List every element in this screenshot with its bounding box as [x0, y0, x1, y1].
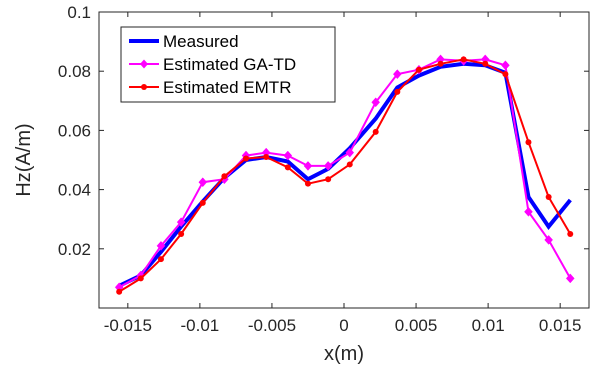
series-1-point: [544, 235, 553, 245]
legend-marker-1: [140, 59, 148, 69]
series-2-point: [243, 155, 249, 162]
series-2: [116, 56, 574, 295]
series-1-point: [345, 147, 355, 158]
series-line-1: [118, 58, 572, 289]
y-tick-label: 0.04: [58, 181, 91, 200]
legend: Measured Estimated GA-TD Estimated EMTR: [120, 26, 336, 103]
series-2-point: [325, 176, 332, 183]
series-1-point: [565, 273, 575, 284]
legend-label-0: Measured: [163, 32, 239, 51]
series-1-point: [283, 150, 293, 161]
series-1: [114, 54, 575, 293]
series-1-point: [198, 177, 208, 188]
series-2-point: [157, 256, 164, 263]
series-2-point: [372, 128, 379, 135]
series-2-point: [116, 288, 123, 295]
series-2-point: [482, 60, 489, 67]
series-2-point: [545, 194, 552, 200]
x-tick-label: -0.015: [104, 316, 152, 335]
series-2-point: [525, 139, 532, 146]
series-line-2: [118, 58, 572, 293]
series-1-point: [303, 161, 313, 171]
series-1-point: [501, 60, 510, 71]
y-axis-label: Hz(A/m): [13, 123, 35, 196]
series-2-point: [346, 161, 353, 168]
series-2-point: [415, 66, 422, 73]
x-tick-label: 0.005: [395, 316, 438, 335]
series-1-point: [392, 69, 402, 80]
series-2-point: [460, 56, 467, 63]
series-2-point: [304, 180, 311, 187]
legend-marker-2: [141, 84, 147, 90]
series-2-point: [394, 88, 401, 95]
series-2-point: [437, 60, 444, 67]
series-1-point: [176, 217, 186, 228]
y-tick-label: 0.08: [58, 62, 91, 81]
series-2-point: [567, 231, 574, 237]
x-tick-label: -0.005: [248, 316, 296, 335]
series-1-point: [156, 240, 166, 251]
series-2-point: [263, 154, 270, 161]
series-layer: [114, 54, 575, 295]
series-2-point: [284, 164, 291, 171]
series-2-point: [199, 199, 206, 206]
series-2-point: [502, 71, 509, 78]
series-2-point: [137, 275, 144, 282]
legend-label-2: Estimated EMTR: [163, 78, 291, 97]
x-tick-label: 0.01: [472, 316, 505, 335]
series-1-point: [323, 161, 333, 171]
series-1-point: [371, 97, 381, 108]
x-tick-label: 0: [339, 316, 348, 335]
y-tick-label: 0.1: [67, 3, 91, 22]
legend-label-1: Estimated GA-TD: [163, 55, 296, 74]
x-tick-label: 0.015: [539, 316, 582, 335]
ticks-layer: -0.015 -0.01 -0.005 0 0.005 0.01 0.015 0.02 0.04…: [58, 3, 589, 335]
series-1-point: [524, 206, 533, 217]
series-2-point: [178, 231, 185, 237]
series-2-point: [221, 173, 228, 180]
x-tick-label: -0.01: [181, 316, 220, 335]
y-tick-label: 0.02: [58, 240, 91, 259]
x-axis-label: x(m): [324, 343, 364, 365]
y-tick-label: 0.06: [58, 121, 91, 140]
